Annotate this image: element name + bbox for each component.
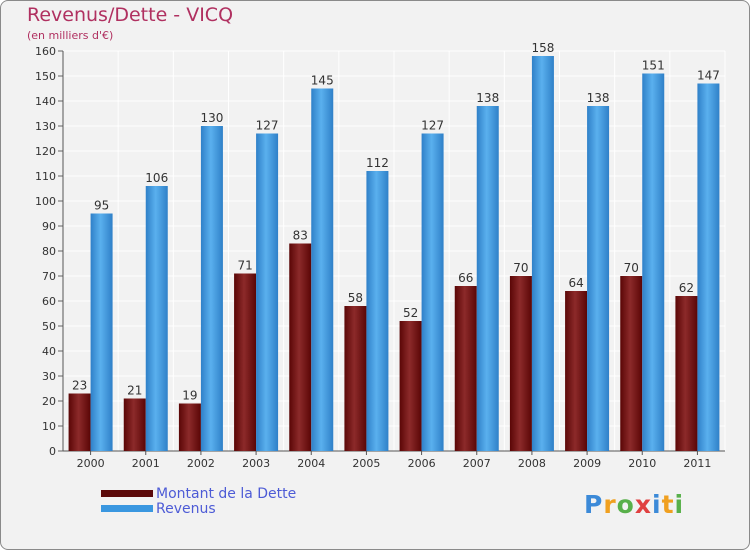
bar-revenus-2004	[311, 88, 334, 451]
bar-debt-2009	[565, 291, 588, 451]
y-tick-label: 40	[42, 345, 56, 358]
bar-debt-2001	[123, 398, 146, 451]
data-label-revenus-2011: 147	[697, 69, 720, 83]
y-tick-label: 160	[35, 45, 56, 58]
bar-debt-2008	[509, 276, 532, 451]
bar-debt-2003	[234, 273, 257, 451]
y-tick-label: 110	[35, 170, 56, 183]
bar-revenus-2007	[476, 106, 499, 451]
y-tick-label: 120	[35, 145, 56, 158]
bar-debt-2010	[620, 276, 643, 451]
bar-debt-2004	[289, 243, 312, 451]
data-label-debt-2006: 52	[403, 306, 418, 320]
x-tick-label: 2010	[628, 457, 656, 470]
y-tick-label: 70	[42, 270, 56, 283]
bar-revenus-2008	[531, 56, 554, 451]
y-tick-label: 0	[49, 445, 56, 458]
y-tick-label: 50	[42, 320, 56, 333]
data-label-revenus-2008: 158	[531, 41, 554, 55]
logo-letter: P	[584, 490, 604, 519]
legend-label-debt: Montant de la Dette	[156, 486, 297, 502]
y-tick-label: 80	[42, 245, 56, 258]
y-tick-label: 100	[35, 195, 56, 208]
data-label-debt-2009: 64	[568, 276, 583, 290]
data-label-debt-2000: 23	[72, 379, 87, 393]
y-tick-label: 140	[35, 95, 56, 108]
x-tick-label: 2001	[132, 457, 160, 470]
legend-swatch-revenus	[101, 505, 153, 512]
data-label-debt-2010: 70	[624, 261, 639, 275]
data-label-revenus-2006: 127	[421, 119, 444, 133]
bar-revenus-2002	[200, 126, 223, 451]
data-label-revenus-2001: 106	[145, 171, 168, 185]
bar-debt-2005	[344, 306, 367, 451]
legend-label-revenus: Revenus	[156, 501, 216, 517]
data-label-debt-2004: 83	[293, 229, 308, 243]
x-tick-label: 2007	[463, 457, 491, 470]
x-tick-label: 2002	[187, 457, 215, 470]
data-label-debt-2008: 70	[513, 261, 528, 275]
data-label-debt-2005: 58	[348, 291, 363, 305]
data-label-debt-2002: 19	[182, 389, 197, 403]
bar-debt-2002	[178, 403, 201, 451]
logo-letter: t	[661, 490, 675, 519]
data-label-revenus-2003: 127	[256, 119, 279, 133]
x-tick-label: 2006	[408, 457, 436, 470]
chart-title: Revenus/Dette - VICQ	[27, 4, 234, 26]
x-tick-label: 2003	[242, 457, 270, 470]
bar-debt-2007	[454, 286, 477, 451]
logo-letter: i	[674, 490, 685, 519]
data-label-debt-2003: 71	[237, 259, 252, 273]
bar-revenus-2001	[145, 186, 168, 451]
y-tick-label: 30	[42, 370, 56, 383]
bar-revenus-2003	[256, 133, 279, 451]
data-label-revenus-2002: 130	[200, 111, 223, 125]
x-tick-label: 2008	[518, 457, 546, 470]
data-label-revenus-2005: 112	[366, 156, 389, 170]
legend-swatch-debt	[101, 490, 153, 497]
y-tick-label: 60	[42, 295, 56, 308]
x-tick-label: 2004	[297, 457, 325, 470]
data-label-revenus-2004: 145	[311, 74, 334, 88]
logo-letter: o	[616, 490, 635, 519]
data-label-revenus-2000: 95	[94, 199, 109, 213]
bar-debt-2011	[675, 296, 698, 451]
logo-letter: r	[603, 490, 617, 519]
data-label-revenus-2009: 138	[587, 91, 610, 105]
bar-debt-2006	[399, 321, 422, 451]
y-tick-label: 90	[42, 220, 56, 233]
data-label-debt-2001: 21	[127, 384, 142, 398]
data-label-revenus-2010: 151	[642, 59, 665, 73]
y-tick-label: 10	[42, 420, 56, 433]
data-label-debt-2011: 62	[679, 281, 694, 295]
logo-letter: x	[634, 490, 652, 519]
bar-revenus-2009	[587, 106, 610, 451]
proxiti-logo: Proxiti	[584, 490, 684, 519]
bar-revenus-2000	[90, 213, 113, 451]
data-label-revenus-2007: 138	[476, 91, 499, 105]
y-tick-label: 20	[42, 395, 56, 408]
x-tick-label: 2011	[683, 457, 711, 470]
bar-revenus-2005	[366, 171, 389, 451]
x-tick-label: 2009	[573, 457, 601, 470]
y-tick-label: 130	[35, 120, 56, 133]
bar-debt-2000	[68, 393, 91, 451]
bar-revenus-2006	[421, 133, 444, 451]
logo-letter: i	[652, 490, 662, 519]
chart-subtitle: (en milliers d'€)	[27, 29, 114, 42]
x-tick-label: 2005	[352, 457, 380, 470]
y-tick-label: 150	[35, 70, 56, 83]
bar-revenus-2010	[642, 73, 665, 451]
data-label-debt-2007: 66	[458, 271, 473, 285]
x-tick-label: 2000	[77, 457, 105, 470]
bar-revenus-2011	[697, 83, 720, 451]
